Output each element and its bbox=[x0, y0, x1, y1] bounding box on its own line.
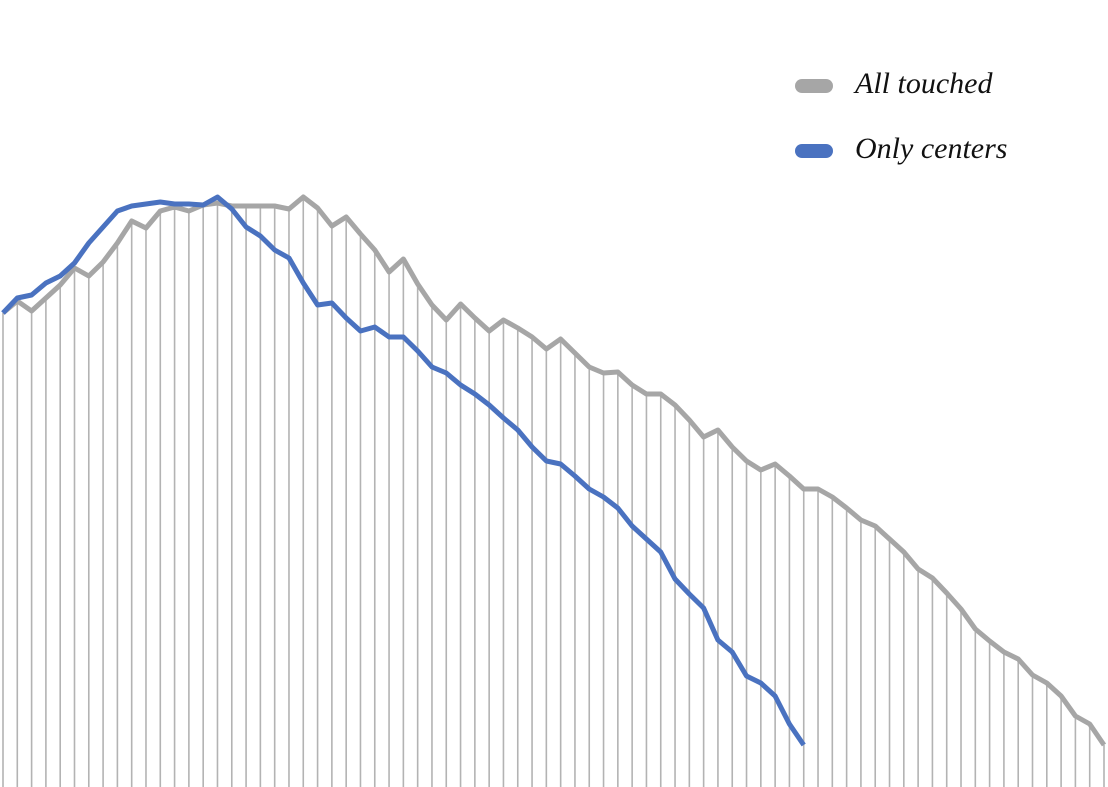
legend-label: All touched bbox=[853, 67, 993, 100]
legend-label: Only centers bbox=[855, 132, 1007, 165]
series-line bbox=[1, 194, 1107, 747]
series-line bbox=[1, 194, 806, 747]
